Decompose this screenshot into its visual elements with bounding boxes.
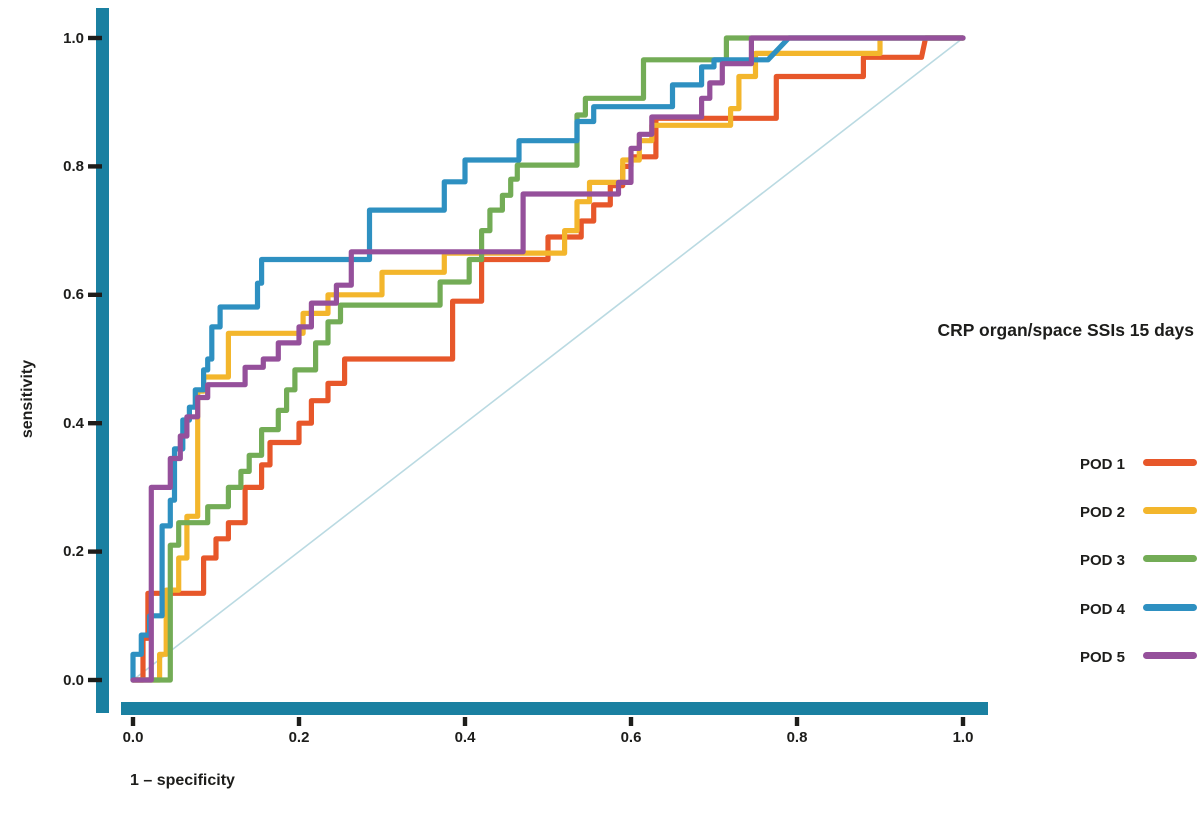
roc-curve-pod-3 [130, 35, 966, 683]
y-tick-mark [88, 421, 102, 426]
legend-label: POD 3 [1079, 552, 1125, 570]
x-tick-label: 0.6 [620, 729, 642, 746]
axis-ticks [88, 35, 966, 726]
x-tick-mark [130, 717, 136, 726]
y-tick-label: 0.8 [63, 157, 84, 175]
legend-swatch [1143, 651, 1197, 659]
chart-title: CRP organ/space SSIs 15 days [937, 320, 1194, 340]
legend-label: POD 5 [1079, 648, 1125, 666]
roc-curve-pod-1 [130, 35, 966, 683]
x-tick-mark [960, 717, 966, 726]
legend-label: POD 1 [1079, 456, 1125, 473]
y-tick-label: 0.6 [63, 286, 84, 304]
legend-label: POD 2 [1079, 504, 1125, 522]
y-tick-mark [88, 35, 102, 41]
y-tick-label: 0.2 [63, 543, 84, 561]
x-tick-label: 0.0 [122, 729, 144, 746]
legend-swatch [1143, 459, 1197, 466]
x-tick-label: 0.8 [786, 729, 808, 746]
x-tick-mark [462, 717, 468, 726]
roc-curve-pod-5 [130, 35, 966, 683]
y-tick-label: 0.4 [63, 414, 84, 432]
legend-label: POD 4 [1079, 600, 1125, 618]
roc-curve-pod-2 [130, 35, 966, 683]
x-tick-mark [628, 717, 634, 726]
y-tick-mark [88, 549, 102, 554]
y-tick-label: 1.0 [63, 29, 84, 47]
x-tick-mark [296, 717, 302, 726]
x-tick-label: 0.2 [288, 729, 310, 746]
x-axis-title: 1 – specificity [130, 772, 235, 789]
legend-swatch [1143, 507, 1197, 515]
x-tick-mark [794, 717, 800, 726]
x-tick-label: 0.4 [454, 729, 476, 746]
legend-swatch [1143, 603, 1197, 611]
roc-curve-pod-4 [130, 35, 966, 683]
y-tick-mark [88, 292, 102, 297]
y-tick-mark [88, 164, 102, 169]
x-tick-label: 1.0 [952, 729, 974, 746]
y-tick-label: 0.0 [63, 671, 84, 689]
chance-diagonal-line [132, 37, 964, 681]
y-axis-title: sensitivity [19, 359, 36, 439]
roc-curves [130, 35, 966, 683]
x-axis-bar [121, 702, 988, 715]
y-tick-mark [88, 677, 102, 683]
legend-swatch [1143, 555, 1197, 563]
y-axis-bar [96, 8, 109, 713]
